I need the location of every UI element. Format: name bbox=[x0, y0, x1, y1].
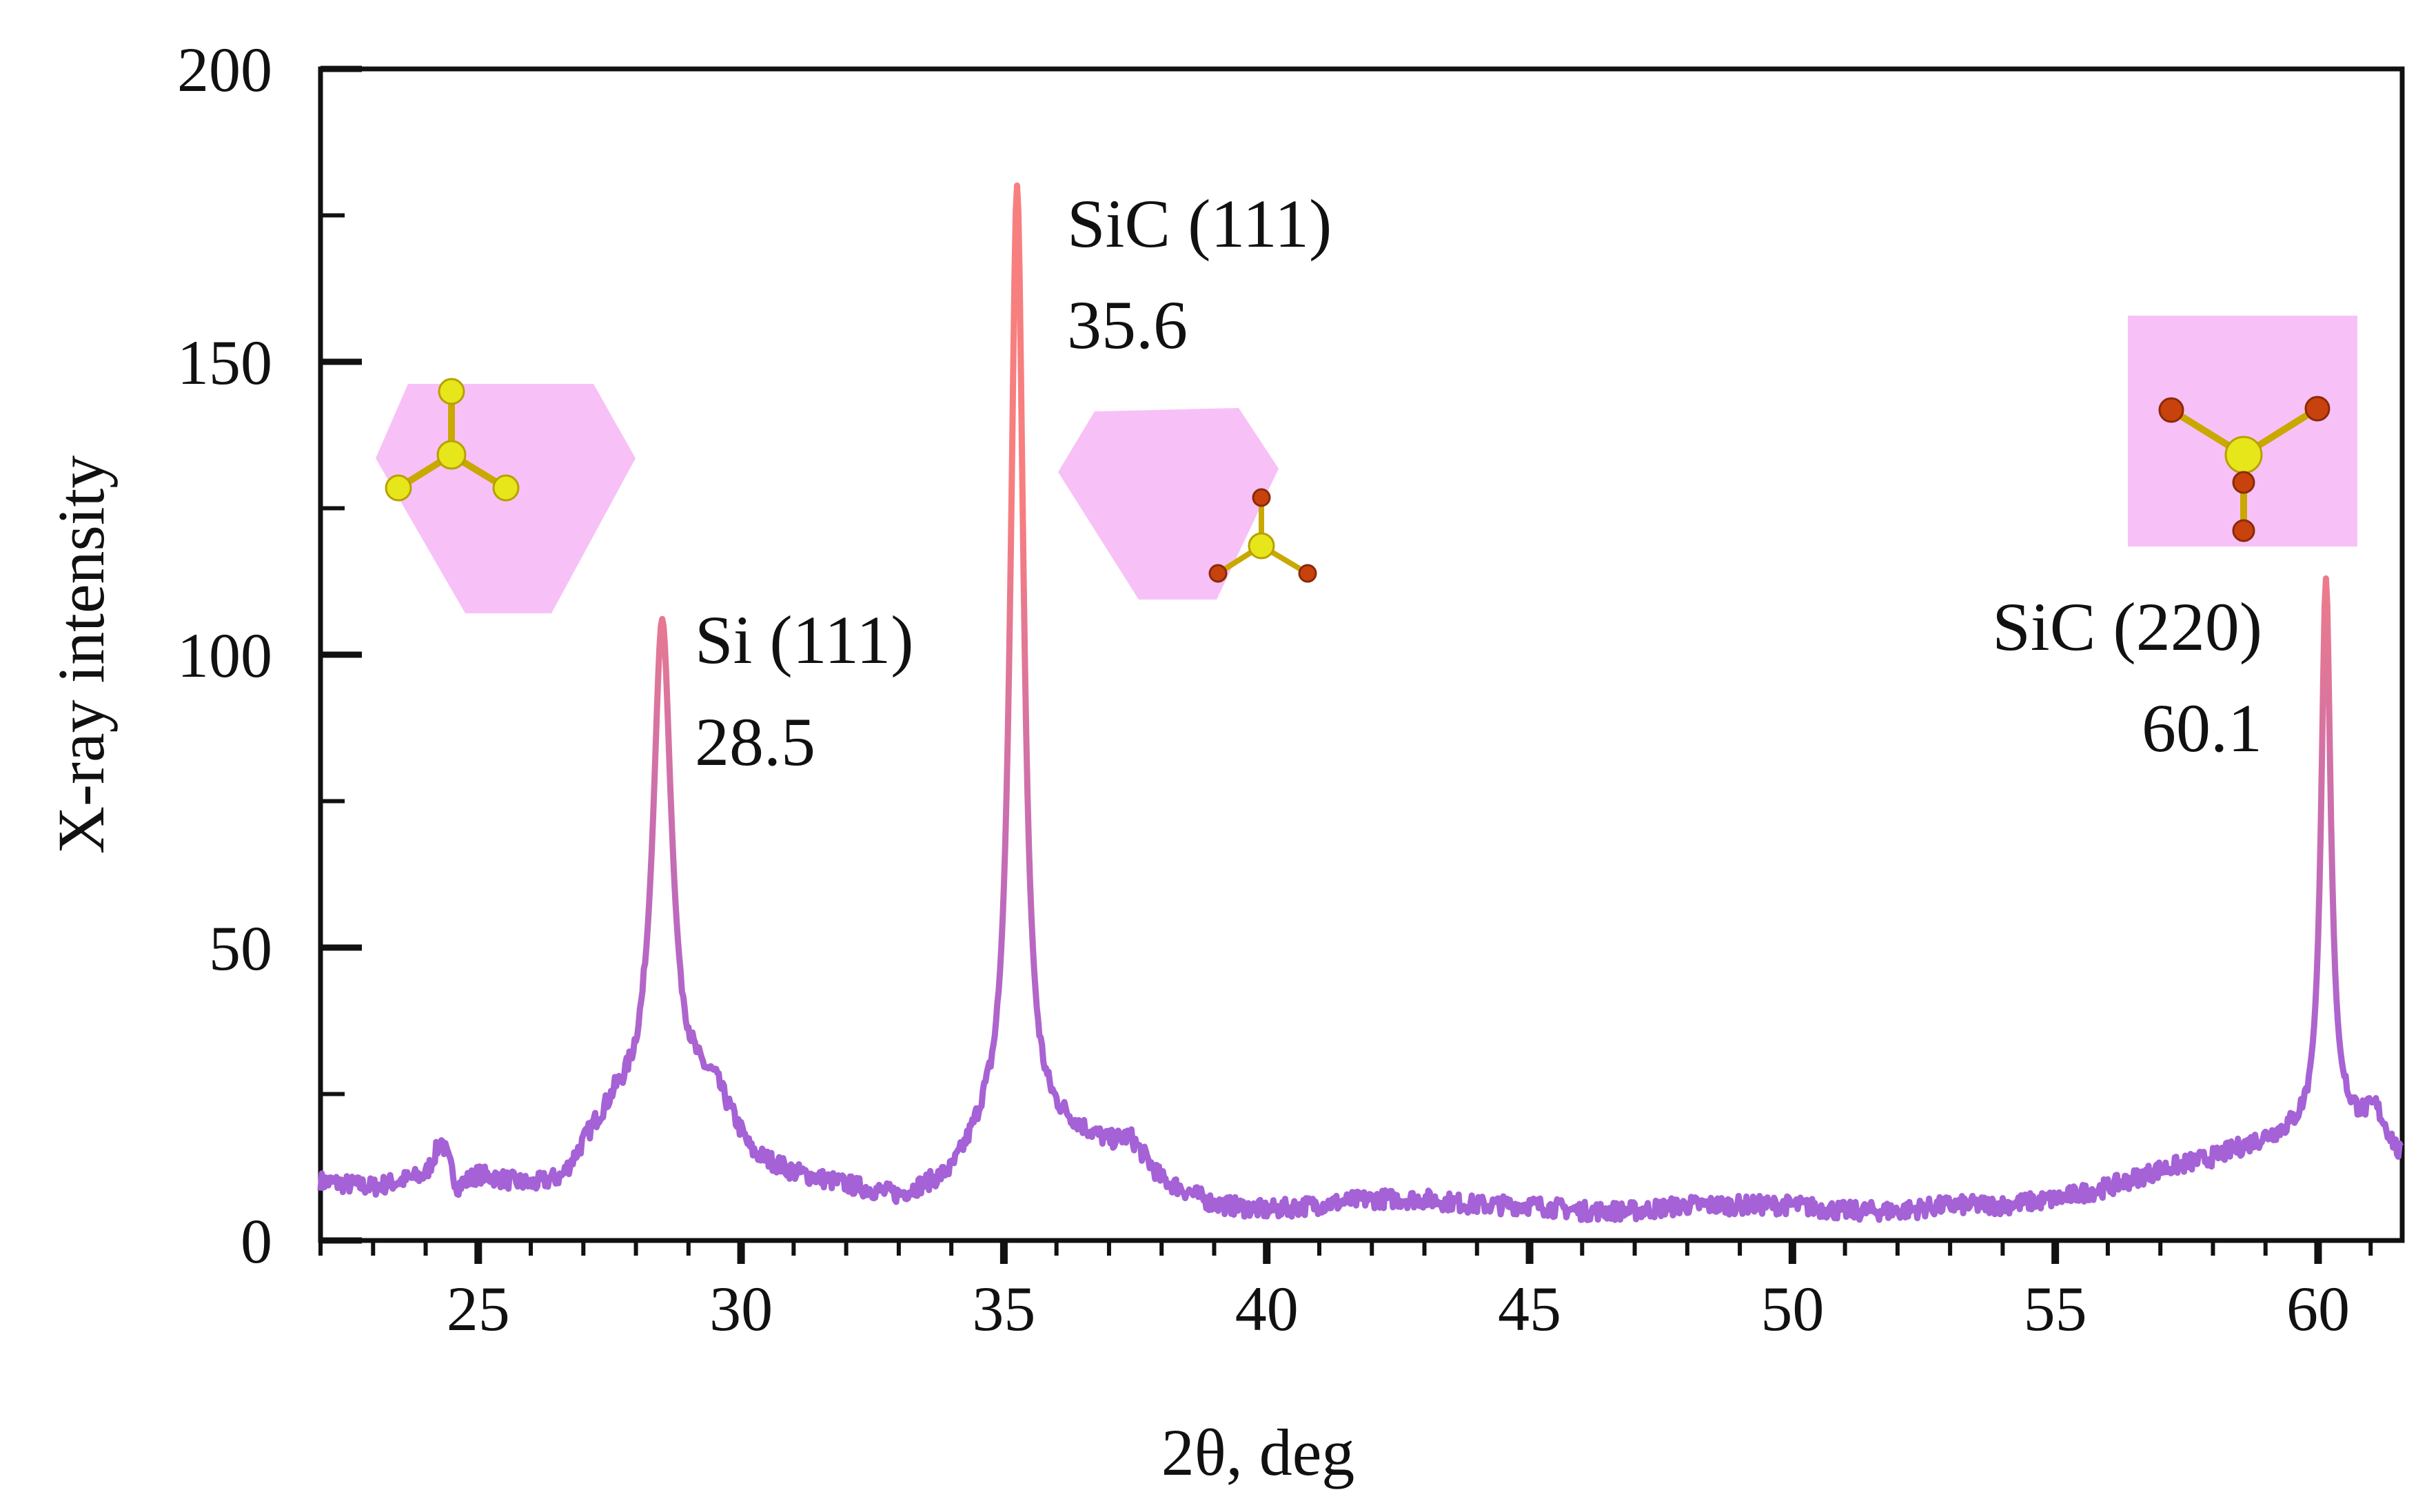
sic111-c-atom-top bbox=[1252, 488, 1271, 507]
sic111-inset-background bbox=[1058, 408, 1279, 600]
peak-position-sic111: 35.6 bbox=[1067, 287, 1188, 363]
sic220-si-atom bbox=[2224, 436, 2263, 474]
sic111-c-atom-right bbox=[1298, 564, 1317, 583]
sic220-structure-inset bbox=[2128, 316, 2357, 546]
x-axis-ticks: 25 30 35 40 45 50 55 60 bbox=[318, 1240, 2373, 1344]
sic220-c-atom-right bbox=[2304, 396, 2330, 422]
si-atom-right bbox=[492, 474, 520, 502]
y-axis-ticks: 0 50 100 150 200 bbox=[177, 34, 362, 1276]
peak-position-sic220: 60.1 bbox=[2142, 690, 2262, 766]
x-tick-label: 30 bbox=[709, 1274, 773, 1344]
x-tick-label: 35 bbox=[972, 1274, 1035, 1344]
peak-label-si111: Si (111) bbox=[695, 602, 914, 678]
x-axis-title: 2θ, deg bbox=[1161, 1416, 1355, 1489]
x-tick-label: 25 bbox=[447, 1274, 510, 1344]
y-tick-label: 50 bbox=[209, 913, 272, 983]
x-tick-label: 45 bbox=[1498, 1274, 1561, 1344]
sic220-c-atom-left bbox=[2158, 397, 2184, 423]
x-tick-label: 40 bbox=[1235, 1274, 1299, 1344]
sic220-c-atom-mid bbox=[2232, 471, 2255, 494]
x-tick-label: 55 bbox=[2024, 1274, 2087, 1344]
si-structure-inset bbox=[376, 378, 636, 613]
si-atom-center bbox=[436, 440, 467, 470]
si-atom-top bbox=[438, 378, 465, 405]
sic111-structure-inset bbox=[1058, 408, 1317, 600]
sic220-c-atom-bottom bbox=[2232, 519, 2255, 542]
xrd-intensity-line bbox=[317, 182, 2404, 1223]
y-axis-title: X-ray intensity bbox=[44, 456, 118, 855]
y-tick-label: 100 bbox=[177, 620, 272, 691]
y-tick-label: 0 bbox=[241, 1206, 272, 1276]
peak-label-sic220: SiC (220) bbox=[1992, 589, 2262, 665]
sic111-si-atom bbox=[1248, 532, 1275, 560]
x-tick-label: 60 bbox=[2286, 1274, 2350, 1344]
sic111-c-atom-left bbox=[1208, 564, 1228, 583]
peak-position-si111: 28.5 bbox=[695, 704, 815, 780]
peak-label-sic111: SiC (111) bbox=[1067, 185, 1332, 262]
y-tick-label: 150 bbox=[177, 327, 272, 398]
y-tick-label: 200 bbox=[177, 34, 272, 105]
si-atom-left bbox=[385, 474, 412, 502]
x-tick-label: 50 bbox=[1760, 1274, 1824, 1344]
